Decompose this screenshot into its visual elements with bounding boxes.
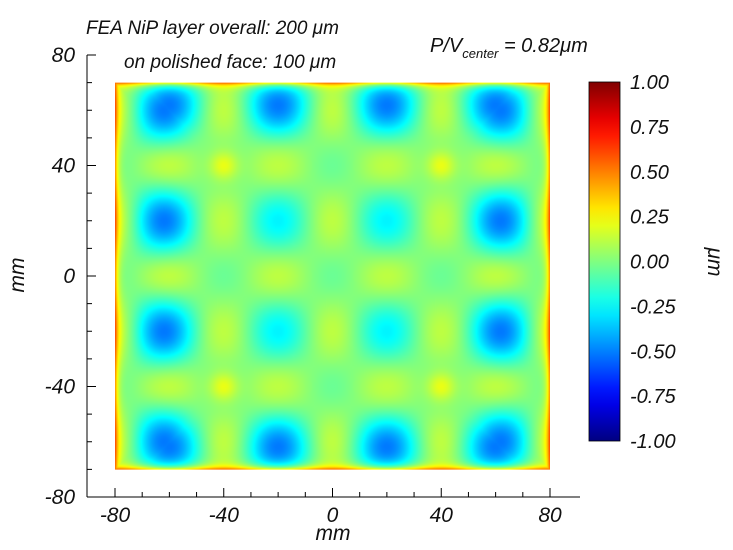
colorbar-tick-label: -0.75 <box>630 386 676 408</box>
axis-ticks <box>87 54 551 498</box>
y-axis-label: mm <box>6 258 29 293</box>
colorbar: 1.00 0.75 0.50 0.25 0.00 -0.25 -0.50 -0.75 -1.00 <box>588 72 676 453</box>
plot-title: FEA NiP layer overall: 200 μm on polishe… <box>86 18 339 73</box>
y-tick-label: 40 <box>52 155 76 178</box>
y-tick-label: 80 <box>52 44 76 67</box>
colorbar-tick-label: -0.25 <box>630 296 676 318</box>
colorbar-tick-label: 1.00 <box>630 72 669 94</box>
pv-suffix: = 0.82μm <box>498 35 587 57</box>
colorbar-tick-label: 0.50 <box>630 162 669 184</box>
heatmap-surface <box>115 82 550 470</box>
title-line-1: FEA NiP layer overall: 200 μm <box>86 18 339 39</box>
x-tick-label: -40 <box>209 504 240 527</box>
colorbar-tick-label: -0.50 <box>630 341 676 363</box>
x-tick-label: -80 <box>100 504 131 527</box>
tick-labels: -80 -40 0 40 80 80 40 0 -40 -80 <box>45 44 562 527</box>
pv-subscript: center <box>462 46 499 61</box>
heatmap-image <box>115 82 550 470</box>
y-tick-label: -40 <box>45 376 76 399</box>
pv-prefix: P/V <box>430 35 464 57</box>
colorbar-tick-label: 0.00 <box>630 252 669 274</box>
colorbar-tick-label: -1.00 <box>630 431 676 453</box>
x-axis-label: mm <box>316 522 351 545</box>
x-tick-label: 0 <box>327 504 339 527</box>
pv-center-label: P/Vcenter = 0.82μm <box>430 35 588 61</box>
x-tick-label: 80 <box>538 504 562 527</box>
y-tick-label: 0 <box>63 265 75 288</box>
x-tick-label: 40 <box>430 504 454 527</box>
colorbar-tick-label: 0.25 <box>630 207 670 229</box>
title-line-2: on polished face: 100 μm <box>124 52 336 73</box>
colorbar-gradient <box>588 81 621 442</box>
colorbar-label: μm <box>703 247 726 277</box>
y-tick-label: -80 <box>45 486 76 509</box>
colorbar-tick-label: 0.75 <box>630 117 670 139</box>
